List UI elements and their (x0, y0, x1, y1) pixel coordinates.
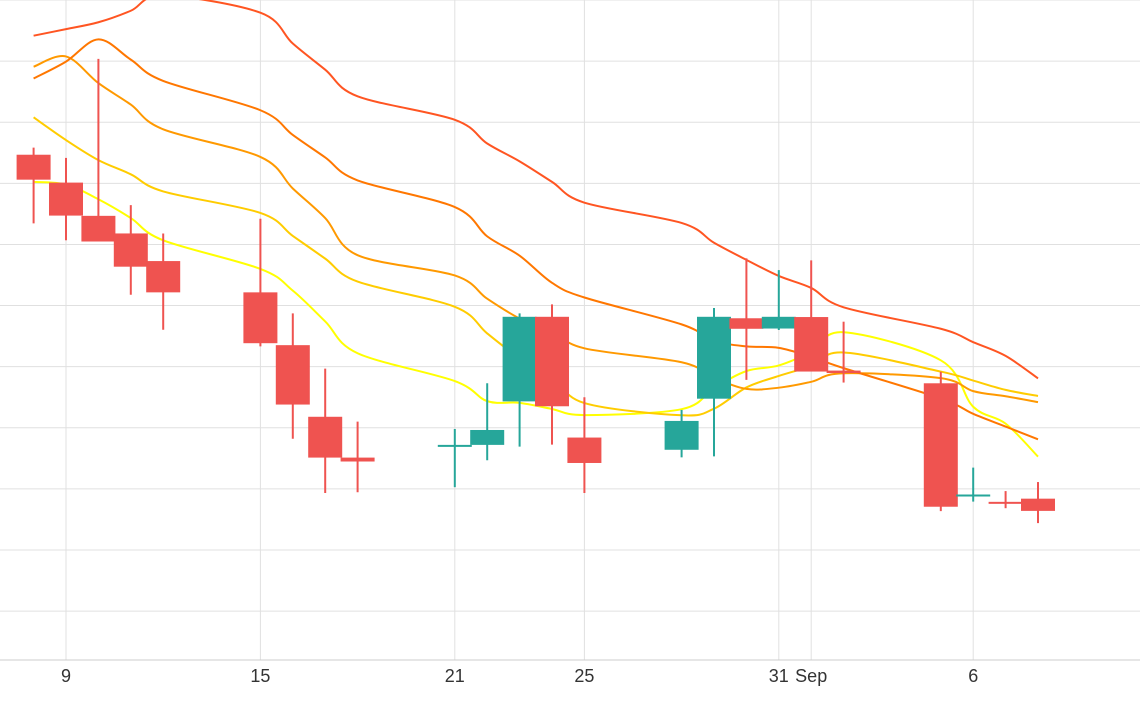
candle-body (567, 437, 602, 463)
candle (761, 270, 796, 330)
candle (664, 409, 699, 458)
candle-body (664, 420, 699, 450)
candle (923, 371, 958, 512)
candle (243, 218, 278, 347)
candle-body (308, 416, 343, 458)
candle (470, 383, 505, 461)
candle-body (243, 292, 278, 344)
candle-body (502, 316, 537, 402)
candle-body (956, 494, 991, 497)
candle-body (794, 317, 829, 372)
candle-body (275, 345, 310, 405)
candle-body (761, 316, 796, 329)
candle-body (437, 444, 472, 447)
candle-body (146, 261, 181, 293)
candle (826, 321, 861, 383)
candle-body (826, 370, 861, 374)
candles (16, 58, 1055, 524)
candle (49, 157, 83, 241)
x-tick-label: 9 (61, 666, 71, 686)
x-axis: 9 15 21 25 31 Sep 6 (0, 659, 1140, 686)
candle (988, 491, 1023, 509)
candle (567, 397, 602, 494)
x-tick-label: 6 (968, 666, 978, 686)
candle-body (1021, 498, 1055, 511)
candle (956, 467, 991, 502)
candle-body (923, 383, 958, 507)
x-tick-label: 25 (574, 666, 594, 686)
candle (697, 308, 731, 457)
candle-body (340, 457, 375, 462)
candle-body (81, 215, 116, 242)
candle-body (16, 154, 51, 180)
candle (502, 313, 537, 447)
candle-body (470, 429, 505, 445)
grid (0, 0, 1140, 660)
candle (729, 258, 764, 380)
candle (437, 429, 472, 488)
candle (308, 368, 343, 494)
candle-body (113, 233, 148, 267)
candle (794, 260, 829, 372)
candle (1021, 482, 1055, 524)
candle-body (697, 316, 731, 399)
x-tick-label: 31 (769, 666, 789, 686)
x-tick-label: 15 (250, 666, 270, 686)
candle-body (49, 182, 83, 216)
candle (81, 58, 116, 242)
candle (275, 313, 310, 439)
candle (16, 147, 51, 224)
candle (535, 304, 569, 445)
x-tick-label: 21 (445, 666, 465, 686)
candle-body (535, 316, 569, 407)
candle (146, 233, 181, 330)
moving-average-line (33, 0, 1039, 380)
candle (113, 205, 148, 295)
x-tick-label: Sep (795, 666, 827, 686)
candle-body (988, 501, 1023, 504)
candle-body (729, 318, 764, 329)
candle (340, 421, 375, 493)
